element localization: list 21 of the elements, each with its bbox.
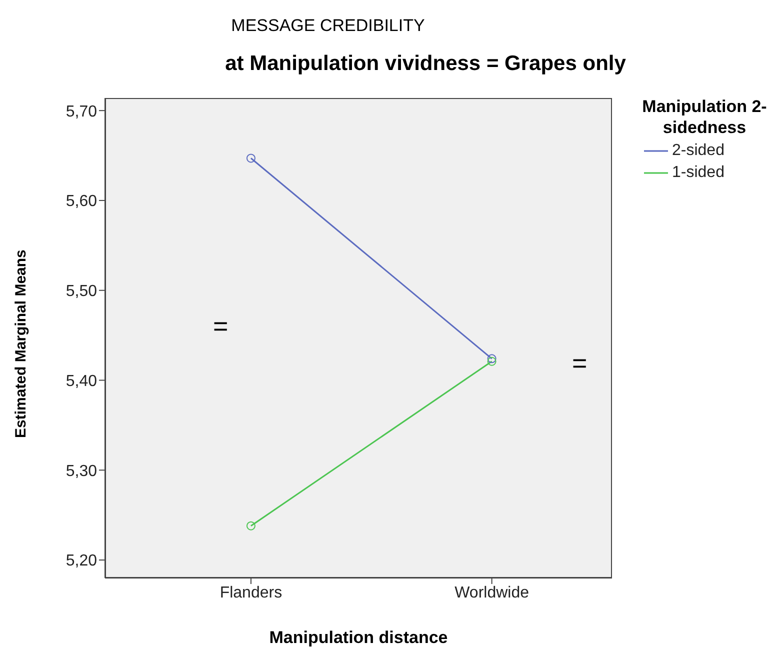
y-tick-label: 5,20 — [66, 552, 98, 570]
legend-title: Manipulation 2-sidedness — [641, 96, 768, 138]
annotation: = — [572, 348, 588, 379]
point — [246, 521, 256, 530]
x-tick-label: Flanders — [220, 584, 282, 602]
point — [487, 354, 496, 364]
y-tick-label: 5,40 — [66, 372, 98, 390]
legend-label: 2-sided — [672, 142, 724, 160]
y-tick-label: 5,50 — [66, 283, 98, 300]
x-tick-label: Worldwide — [454, 584, 530, 602]
chart-title: MESSAGE CREDIBILITY — [230, 16, 426, 36]
annotation: = — [213, 311, 228, 342]
y-axis-title: Estimated Marginal Means — [12, 250, 30, 438]
point — [487, 356, 496, 366]
y-tick-label: 5,60 — [66, 193, 98, 210]
point — [246, 154, 256, 163]
legend-label: 1-sided — [672, 164, 724, 182]
chart-subtitle: at Manipulation vividness = Grapes only — [224, 52, 627, 76]
y-tick-label: 5,70 — [66, 103, 98, 120]
x-axis-title: Manipulation distance — [269, 628, 448, 647]
y-tick-label: 5,30 — [66, 462, 98, 480]
